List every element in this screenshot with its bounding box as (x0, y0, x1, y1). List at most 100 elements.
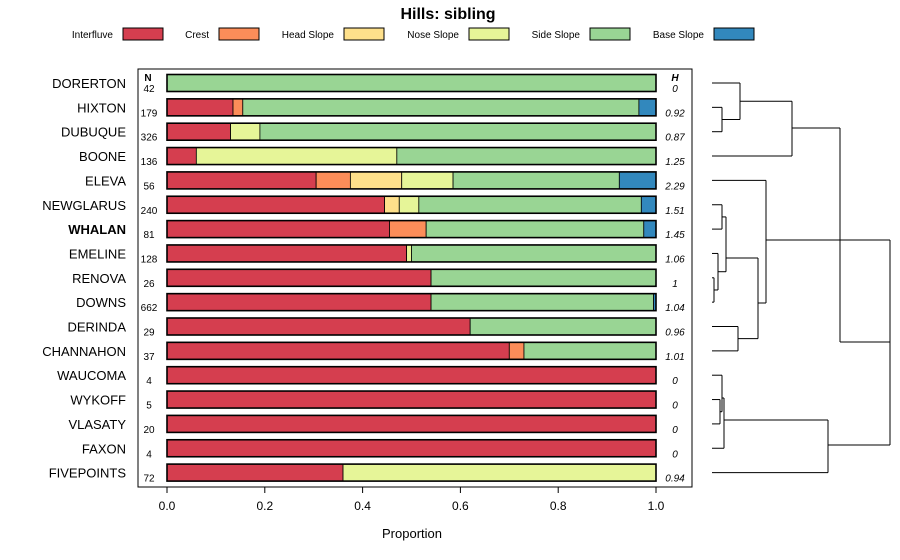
bar-outline (166, 73, 657, 93)
bar-outline (166, 98, 657, 117)
n-value: 326 (141, 133, 158, 144)
bar-outline (166, 292, 657, 312)
x-axis: 0.0 0.2 0.4 0.6 0.8 1.0 (159, 487, 665, 513)
bar-segment-0 (166, 390, 657, 409)
bar-segment-0 (166, 195, 386, 214)
category-label: DORERTON (52, 76, 126, 91)
row-vlasaty: VLASATY 20 0 (68, 414, 678, 436)
n-value: 128 (141, 254, 158, 265)
category-label: HIXTON (77, 100, 126, 115)
n-value: 4 (146, 376, 152, 387)
h-value: 0 (672, 401, 678, 412)
bar-outline (166, 219, 657, 239)
plot-frame (137, 68, 693, 488)
x-tick-label: 0.6 (452, 499, 469, 513)
category-label: EMELINE (69, 246, 126, 261)
n-value: 26 (143, 279, 155, 290)
category-label: NEWGLARUS (42, 198, 126, 213)
h-value: 1 (672, 279, 678, 290)
legend-swatch-1 (218, 27, 260, 41)
category-label: FAXON (82, 441, 126, 456)
row-waucoma: WAUCOMA 4 0 (57, 365, 678, 387)
n-value: 42 (143, 84, 155, 95)
category-label: DOWNS (76, 295, 126, 310)
bar-segment-4 (430, 268, 657, 287)
category-label: RENOVA (72, 271, 126, 286)
bar-segment-5 (618, 171, 657, 190)
bar-segment-0 (166, 341, 510, 360)
n-value: 56 (143, 181, 155, 192)
bar-outline (166, 146, 657, 166)
legend-swatch-2 (343, 27, 385, 41)
row-whalan: WHALAN 81 1.45 (68, 219, 685, 241)
h-value: 0 (672, 425, 678, 436)
x-tick-label: 0.8 (550, 499, 567, 513)
bar-segment-0 (166, 439, 657, 458)
bar-outline (166, 390, 657, 409)
bar-segment-0 (166, 98, 234, 117)
x-axis-label: Proportion (382, 526, 442, 541)
row-eleva: ELEVA 56 2.29 (85, 171, 685, 192)
bar-segment-1 (232, 98, 244, 117)
n-value: 29 (143, 328, 155, 339)
bar-segment-3 (406, 244, 412, 263)
row-channahon: CHANNAHON 37 1.01 (42, 341, 685, 363)
row-dubuque: DUBUQUE 326 0.87 (61, 122, 685, 144)
h-value: 0 (672, 376, 678, 387)
n-value: 81 (143, 230, 155, 241)
n-column-header: N (144, 73, 151, 84)
legend: Interfluve Crest Head Slope Nose Slope Side … (72, 27, 755, 41)
x-tick-label: 0.2 (256, 499, 273, 513)
legend-swatch-5 (713, 27, 755, 41)
n-value: 37 (143, 352, 155, 363)
bar-segment-3 (398, 195, 420, 214)
bar-segment-5 (643, 220, 657, 239)
h-value: 1.01 (665, 352, 684, 363)
bar-segment-3 (401, 171, 454, 190)
bar-segment-1 (389, 220, 427, 239)
bar-segment-1 (508, 341, 525, 360)
bar-segment-0 (166, 293, 432, 312)
x-tick-label: 1.0 (648, 499, 665, 513)
row-derinda: DERINDA 29 0.96 (67, 317, 685, 339)
category-label: DERINDA (67, 320, 126, 335)
legend-swatch-3 (468, 27, 510, 41)
row-dorerton: DORERTON 42 0 (52, 73, 678, 95)
legend-swatch-0 (122, 27, 164, 41)
dendrogram (712, 82, 891, 474)
bar-outline (166, 195, 657, 215)
legend-label-0: Interfluve (72, 30, 114, 41)
bar-segment-4 (452, 171, 620, 190)
bar-outline (166, 365, 657, 385)
legend-label-4: Side Slope (532, 30, 581, 41)
bar-segment-4 (523, 341, 657, 360)
legend-swatch-4 (589, 27, 631, 41)
n-value: 179 (141, 108, 158, 119)
bar-segment-0 (166, 122, 231, 141)
bar-outline (166, 317, 657, 336)
bar-segment-2 (349, 171, 403, 190)
h-value: 2.29 (664, 181, 685, 192)
category-label: FIVEPOINTS (49, 466, 127, 481)
category-label: CHANNAHON (42, 344, 126, 359)
bar-segment-0 (166, 317, 471, 336)
bar-outline (166, 463, 657, 482)
h-value: 0 (672, 84, 678, 95)
category-label: WAUCOMA (57, 368, 126, 383)
bar-outline (166, 268, 657, 288)
row-hixton: HIXTON 179 0.92 (77, 98, 685, 119)
n-value: 5 (146, 401, 152, 412)
row-fivepoints: FIVEPOINTS 72 0.94 (49, 463, 685, 485)
h-value: 1.45 (665, 230, 685, 241)
row-newglarus: NEWGLARUS 240 1.51 (42, 195, 685, 217)
bar-segment-3 (230, 122, 261, 141)
bar-segment-4 (242, 98, 640, 117)
h-value: 0.94 (665, 474, 685, 485)
row-wykoff: WYKOFF 5 0 (70, 390, 678, 412)
h-column-header: H (671, 73, 679, 84)
n-value: 240 (141, 206, 158, 217)
bar-outline (166, 341, 657, 361)
n-value: 20 (143, 425, 155, 436)
